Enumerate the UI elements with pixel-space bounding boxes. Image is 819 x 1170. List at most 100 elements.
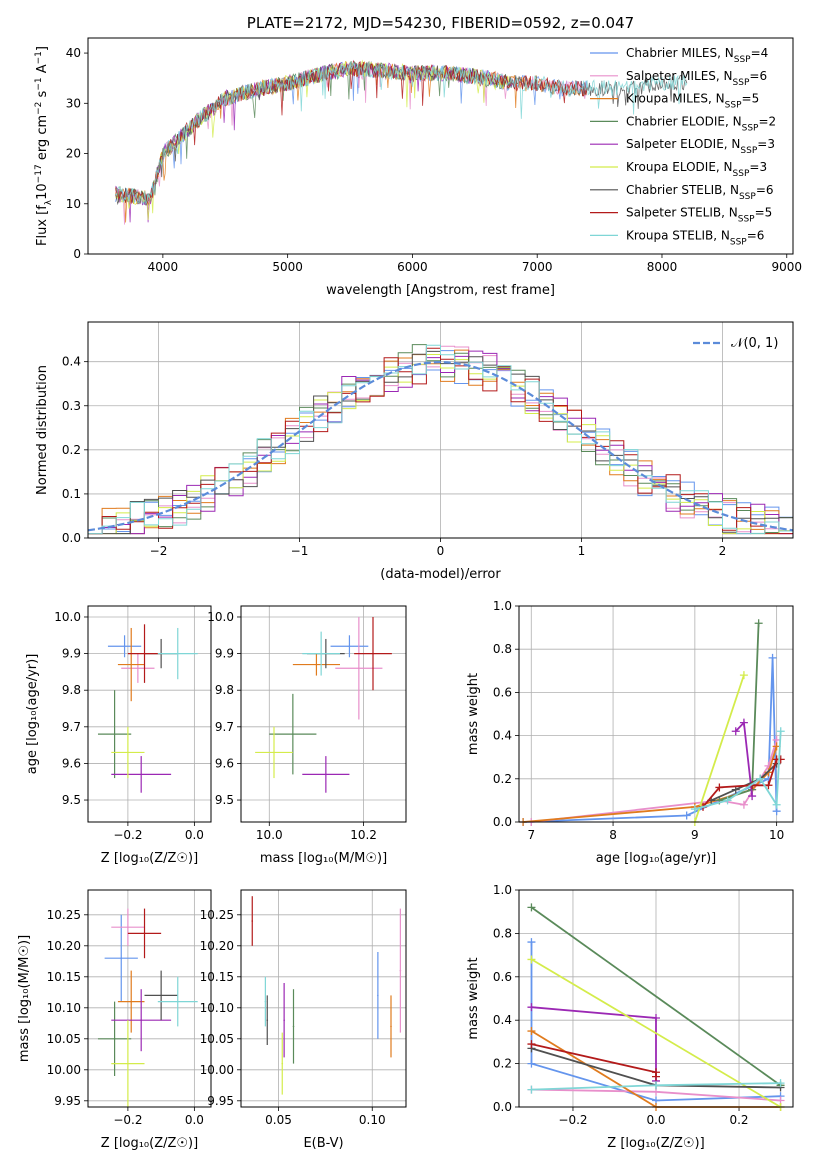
weight-series-line <box>694 674 745 823</box>
data-point <box>377 994 379 997</box>
weight-series-line <box>530 906 782 1087</box>
y-tick-label: 40 <box>66 46 81 60</box>
weight-marker <box>764 781 773 790</box>
legend-label: Kroupa MILES, NSSP=5 <box>626 92 759 111</box>
y-tick-label: 9.7 <box>215 720 234 734</box>
y-tick-label: 10.15 <box>200 970 234 984</box>
weight-marker <box>731 727 740 736</box>
y-tick-label: 1.0 <box>493 883 512 897</box>
weight-marker <box>652 1072 660 1081</box>
x-tick-label: 8 <box>609 828 617 842</box>
data-point <box>127 751 129 754</box>
x-tick-label: 8000 <box>647 260 678 274</box>
weight-marker <box>768 653 777 662</box>
weight-marker <box>527 955 536 964</box>
age_vs_mass-axes: 10.0 10.2 9.5 9.6 9.7 9.8 9.9 10.0 <box>207 605 407 842</box>
axes-frame <box>518 889 794 1108</box>
legend-label: Salpeter ELODIE, NSSP=3 <box>626 137 775 156</box>
y-tick-label: 1.0 <box>493 599 512 613</box>
weight-marker <box>527 1059 536 1068</box>
data-point <box>123 645 126 648</box>
x-axis-label: Z [log₁₀(Z/Z☉)] <box>101 1136 198 1151</box>
weight-marker <box>776 727 785 736</box>
data-point <box>264 1000 267 1003</box>
y-axis-label: age [log₁₀(age/yr)] <box>25 654 40 775</box>
weight-marker <box>756 774 765 783</box>
gaussian-curve <box>87 360 794 532</box>
weight-marker <box>776 1079 785 1088</box>
data-point <box>390 1025 392 1028</box>
y-axis-label: mass weight <box>466 673 481 755</box>
spectrum-series-line <box>115 62 513 223</box>
x-tick-label: 4000 <box>148 260 179 274</box>
x-tick-label: 9000 <box>771 260 802 274</box>
legend-label: Chabrier MILES, NSSP=4 <box>626 46 768 65</box>
x-tick-label: 10 <box>769 828 784 842</box>
y-tick-label: 0.4 <box>493 1013 512 1027</box>
x-tick-label: 10.2 <box>350 828 377 842</box>
x-tick-label: 1 <box>578 544 586 558</box>
weight-marker <box>652 1081 660 1090</box>
data-point <box>292 733 294 735</box>
x-tick-label: 7 <box>527 828 535 842</box>
data-point <box>176 1000 179 1003</box>
y-tick-label: 10.20 <box>200 939 234 953</box>
y-tick-label: 0.8 <box>493 642 512 656</box>
y-tick-label: 0.2 <box>62 443 81 457</box>
y-tick-label: 9.9 <box>62 647 81 661</box>
data-point <box>113 1038 116 1040</box>
y-tick-label: 9.5 <box>215 793 234 807</box>
data-point <box>358 667 360 670</box>
y-tick-label: 10.25 <box>47 908 81 922</box>
x-axis-label: age [log₁₀(age/yr)] <box>596 851 717 866</box>
y-tick-label: 30 <box>66 96 81 110</box>
weight-series-line <box>710 763 778 802</box>
y-tick-label: 9.9 <box>215 647 234 661</box>
data-point <box>140 1019 142 1021</box>
weight-marker <box>739 671 748 680</box>
axes-frame <box>87 605 212 823</box>
y-tick-label: 10.05 <box>47 1032 81 1046</box>
legend-label: Salpeter MILES, NSSP=6 <box>626 69 767 88</box>
y-tick-label: 20 <box>66 147 81 161</box>
weight-marker <box>527 938 536 947</box>
axes-frame <box>87 889 212 1108</box>
x-tick-label: 9 <box>691 828 699 842</box>
y-tick-label: 10.15 <box>47 970 81 984</box>
x-axis-label: Z [log₁₀(Z/Z☉)] <box>101 851 198 866</box>
chart-title: PLATE=2172, MJD=54230, FIBERID=0592, z=0… <box>247 14 634 32</box>
axes-frame <box>518 605 794 823</box>
x-axis-label: E(B-V) <box>303 1136 343 1151</box>
y-tick-label: 0.3 <box>62 399 81 413</box>
y-tick-label: 0.0 <box>62 531 81 545</box>
data-point <box>273 751 275 754</box>
y-tick-label: 0.4 <box>493 729 512 743</box>
weight-series-line <box>531 1043 657 1077</box>
y-tick-label: 9.95 <box>54 1094 81 1108</box>
data-point <box>143 652 146 655</box>
data-point <box>130 663 133 666</box>
x-axis-label: wavelength [Angstrom, rest frame] <box>326 283 555 298</box>
weight-marker <box>723 796 732 805</box>
x-tick-label: 5000 <box>272 260 303 274</box>
x-tick-label: 0.0 <box>185 828 204 842</box>
x-tick-label: −0.2 <box>558 1113 587 1127</box>
weight-marker <box>527 903 536 912</box>
mass_vs_Z-axes: −0.2 0.0 9.95 10.00 10.05 10.10 10.15 10.20 10.2… <box>47 889 212 1127</box>
y-tick-label: 9.6 <box>62 756 81 770</box>
weight-series-line <box>523 657 778 823</box>
legend-label: Chabrier STELIB, NSSP=6 <box>626 183 774 202</box>
x-tick-label: 2 <box>719 544 727 558</box>
legend-label: Kroupa STELIB, NSSP=6 <box>626 228 764 247</box>
data-point <box>143 932 146 935</box>
y-tick-label: 10.10 <box>47 1001 81 1015</box>
y-tick-label: 0.2 <box>493 772 512 786</box>
data-point <box>137 667 139 670</box>
data-point <box>399 969 402 972</box>
data-point <box>127 926 129 928</box>
residuals-axes: −2 −1 0 1 2 0.0 0.1 0.2 0.3 0.4 𝒩(0, 1) <box>62 321 794 558</box>
y-tick-label: 10.05 <box>200 1032 234 1046</box>
data-point <box>315 663 318 666</box>
x-tick-label: −2 <box>150 544 168 558</box>
